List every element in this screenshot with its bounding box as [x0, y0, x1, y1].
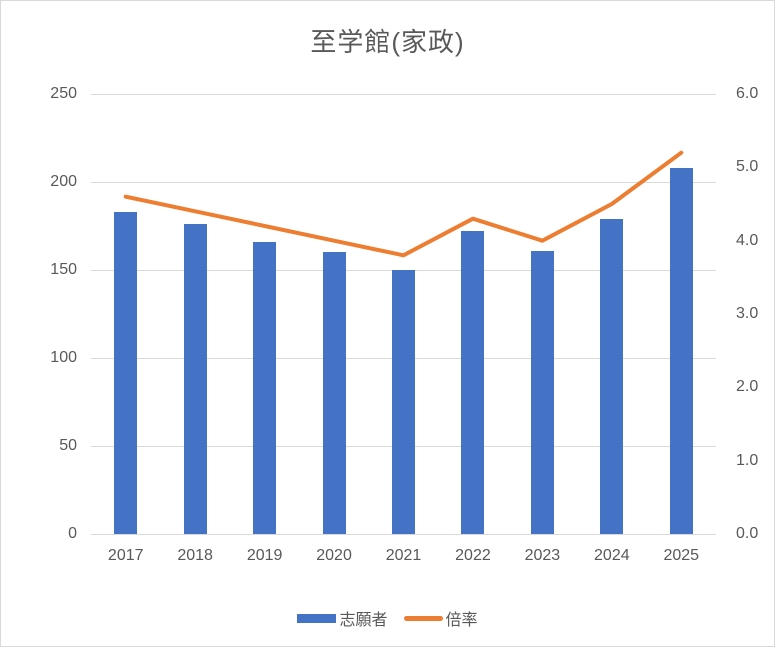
right-axis-tick: 4.0 [736, 231, 759, 249]
bar-swatch-icon [297, 613, 337, 623]
x-axis-label-2017: 2017 [107, 547, 144, 564]
legend-label-ratio: 倍率 [445, 612, 478, 629]
right-axis-tick: 0.0 [736, 525, 759, 542]
bar-2021[interactable] [392, 270, 415, 534]
left-axis-tick: 250 [50, 85, 77, 102]
line-swatch-icon [403, 615, 443, 621]
bar-2024[interactable] [600, 218, 624, 534]
bar-2018[interactable] [183, 224, 207, 534]
bar-2020[interactable] [322, 252, 346, 534]
gridline [91, 94, 716, 95]
right-axis-tick: 5.0 [736, 158, 759, 176]
bar-2019[interactable] [253, 241, 277, 534]
chart-title: 至学館(家政) [310, 27, 465, 57]
left-axis-tick: 50 [59, 437, 77, 454]
legend-item-applicants[interactable]: 志願者 [297, 606, 388, 630]
gridline [91, 182, 716, 183]
bar-2023[interactable] [530, 250, 554, 534]
bar-2022[interactable] [461, 231, 485, 534]
gridline [91, 534, 716, 535]
right-axis-tick: 2.0 [736, 378, 759, 396]
line-series [123, 150, 684, 258]
bar-2025[interactable] [669, 167, 693, 534]
x-axis-label-2022: 2022 [455, 547, 491, 564]
x-axis-label-2020: 2020 [316, 547, 352, 564]
right-axis-tick: 3.0 [736, 305, 759, 322]
legend-item-ratio[interactable]: 倍率 [403, 606, 478, 630]
x-axis-label-2023: 2023 [524, 547, 561, 564]
left-axis-tick: 150 [50, 261, 77, 278]
legend-label-applicants: 志願者 [339, 612, 388, 629]
bar-2017[interactable] [114, 211, 138, 534]
left-axis-tick: 0 [68, 525, 77, 542]
right-axis-tick: 1.0 [736, 451, 759, 469]
x-axis-label-2019: 2019 [246, 547, 283, 564]
left-axis-tick: 100 [50, 349, 77, 366]
x-axis-label-2018: 2018 [177, 547, 213, 564]
legend: 志願者 倍率 [1, 606, 774, 630]
x-axis-label-2021: 2021 [385, 547, 422, 564]
x-axis-label-2024: 2024 [594, 547, 630, 564]
right-axis-tick: 6.0 [736, 85, 759, 102]
x-axis-label-2025: 2025 [663, 547, 700, 564]
plot-area [91, 94, 716, 535]
left-axis-tick: 200 [50, 173, 77, 190]
ratio-line[interactable] [123, 150, 684, 258]
